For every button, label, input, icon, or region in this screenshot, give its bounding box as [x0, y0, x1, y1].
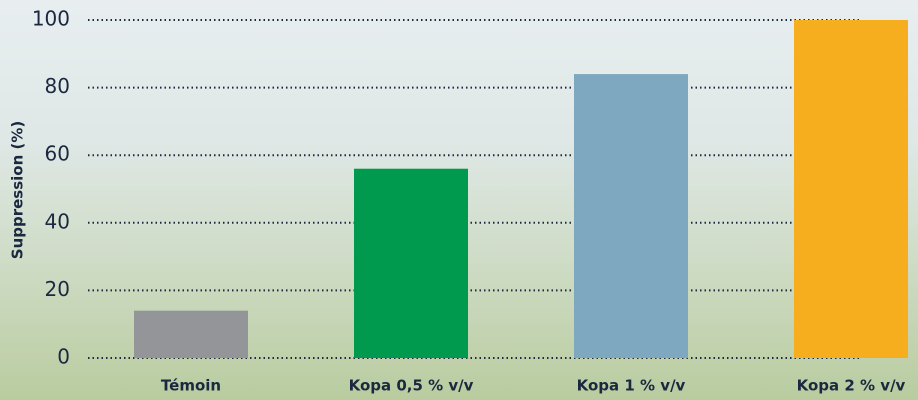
- bar: [574, 74, 688, 358]
- y-tick-label: 80: [45, 74, 70, 98]
- x-tick-label: Kopa 1 % v/v: [577, 377, 686, 395]
- y-tick-label: 40: [45, 209, 70, 233]
- y-tick-label: 60: [45, 142, 70, 166]
- y-axis-label: Suppression (%): [9, 121, 27, 259]
- x-tick-label: Kopa 2 % v/v: [797, 377, 906, 395]
- y-tick-label: 100: [32, 7, 70, 31]
- bar: [794, 20, 908, 358]
- bar: [134, 311, 248, 358]
- y-tick-label: 20: [45, 277, 70, 301]
- chart: Suppression (%) 0 20 40 60 80 100 Témoin Kopa 0…: [0, 0, 918, 400]
- bar: [354, 169, 468, 358]
- x-tick-label: Témoin: [161, 377, 221, 395]
- y-tick-label: 0: [57, 345, 70, 369]
- x-tick-label: Kopa 0,5 % v/v: [349, 377, 474, 395]
